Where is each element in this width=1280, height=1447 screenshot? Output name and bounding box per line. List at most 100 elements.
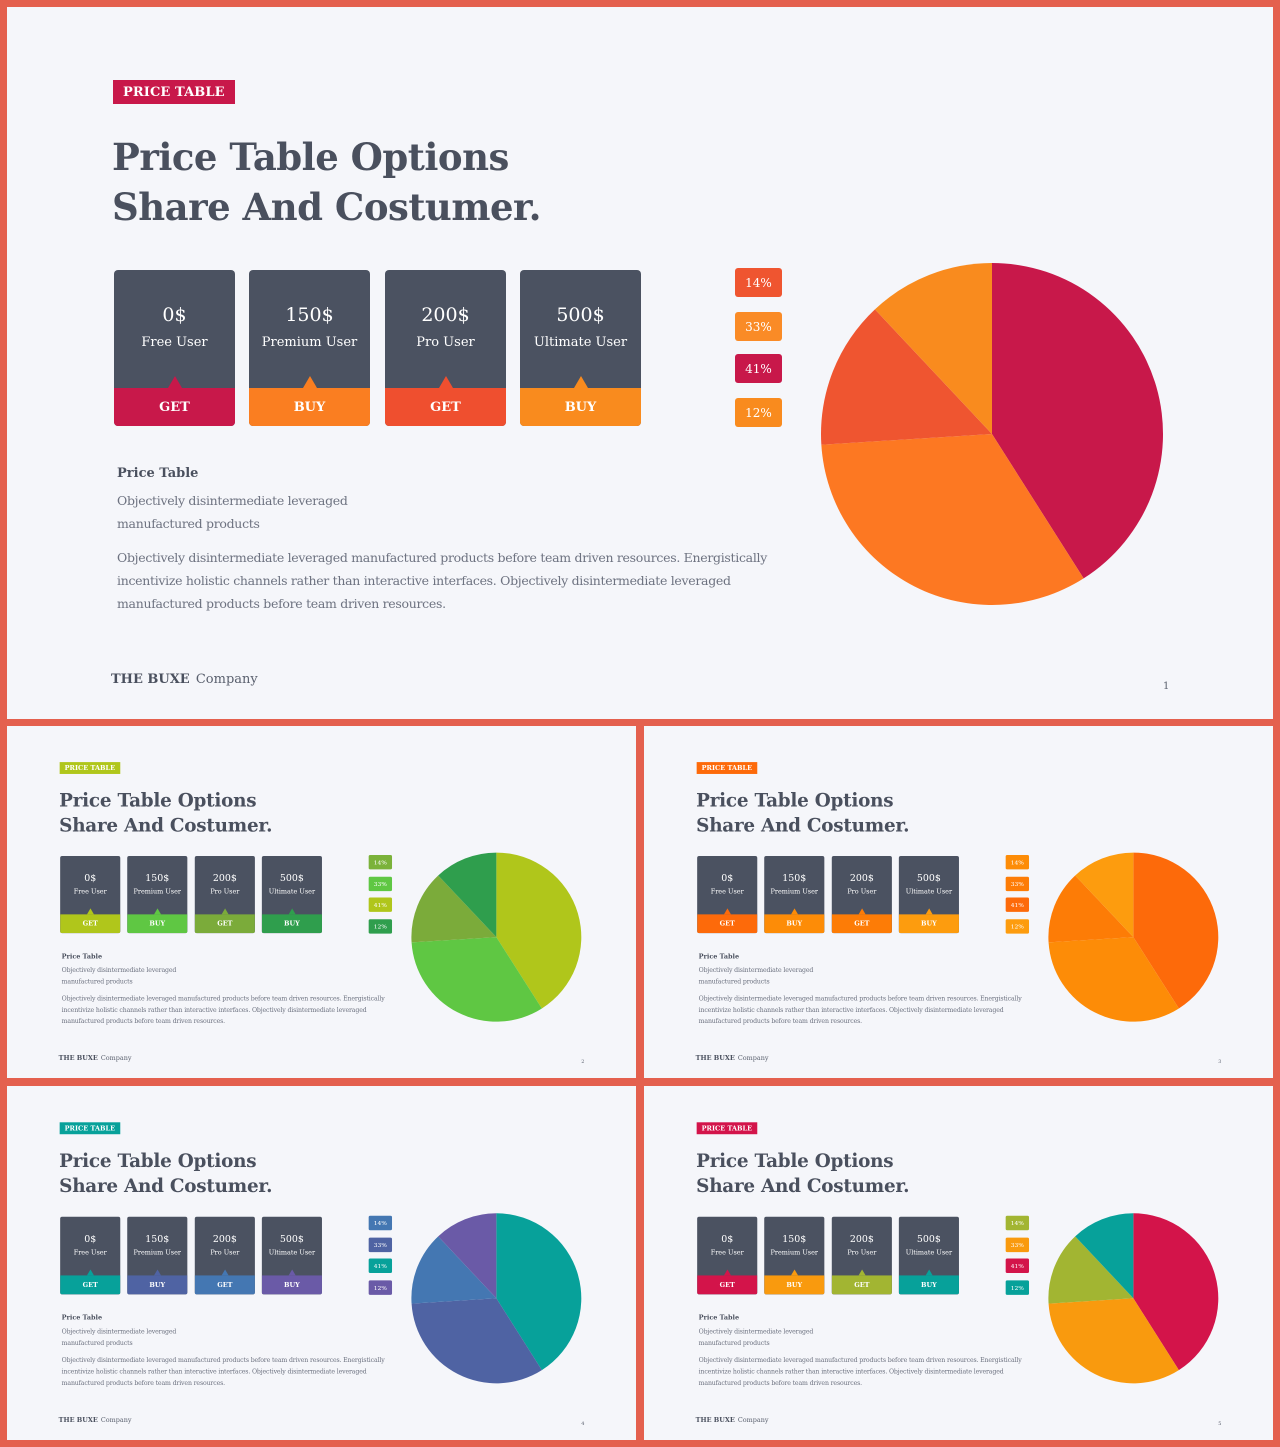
percent-badge: 41% <box>735 354 782 383</box>
pie-slice-3 <box>411 875 497 943</box>
get-button[interactable]: GET <box>60 1275 121 1295</box>
description-subtitle: Objectively disintermediate leveraged ma… <box>61 1327 177 1347</box>
buy-button[interactable]: BUY <box>764 914 825 934</box>
pie-slice-4 <box>438 1213 497 1299</box>
pie-slice-2 <box>1048 1298 1179 1384</box>
page-number: 2 <box>581 1059 585 1065</box>
title-line-2: Share And Costumer. <box>696 1174 910 1197</box>
pie-slice-2 <box>1048 937 1179 1022</box>
get-button[interactable]: GET <box>831 914 892 934</box>
get-button[interactable]: GET <box>385 388 506 426</box>
buy-button[interactable]: BUY <box>127 1275 188 1295</box>
description-body: Objectively disintermediate leveraged ma… <box>698 994 1022 1025</box>
page-number: 1 <box>1163 681 1170 692</box>
plan-name: Premium User <box>770 1249 819 1257</box>
get-button[interactable]: GET <box>194 1275 255 1295</box>
price-card-free-user[interactable]: 0$ Free User GET <box>697 1216 758 1295</box>
slide-2[interactable]: PRICE TABLE Price Table Options Share An… <box>7 726 636 1078</box>
description-body: Objectively disintermediate leveraged ma… <box>117 550 767 611</box>
slide-3[interactable]: PRICE TABLE Price Table Options Share An… <box>644 726 1273 1078</box>
percent-badge: 14% <box>1005 1215 1030 1231</box>
pie-slice-3 <box>1048 875 1134 943</box>
price-card-free-user[interactable]: 0$ Free User GET <box>60 856 121 934</box>
price-card-premium-user[interactable]: 150$ Premium User BUY <box>764 1216 825 1295</box>
notch-arrow-icon <box>86 908 94 915</box>
price-card-ultimate-user[interactable]: 500$ Ultimate User BUY <box>898 1216 959 1295</box>
percent-badge: 12% <box>735 398 782 427</box>
buy-button[interactable]: BUY <box>261 914 322 934</box>
plan-name: Premium User <box>133 888 182 896</box>
title-line-1: Price Table Options <box>696 1149 894 1172</box>
get-button[interactable]: GET <box>60 914 121 934</box>
slide-content: PRICE TABLE Price Table Options Share An… <box>7 726 636 1078</box>
price-card-pro-user[interactable]: 200$ Pro User GET <box>831 856 892 934</box>
get-button[interactable]: GET <box>697 914 758 934</box>
title-line-1: Price Table Options <box>112 135 509 179</box>
slide-title: Price Table Options Share And Costumer. <box>59 1148 272 1198</box>
price-card-premium-user[interactable]: 150$ Premium User BUY <box>127 856 188 934</box>
notch-arrow-icon <box>288 908 296 915</box>
buy-button[interactable]: BUY <box>898 914 959 934</box>
brand-suffix: Company <box>737 1054 769 1063</box>
footer-brand: THE BUXE Company <box>111 672 258 687</box>
pie-chart <box>1048 1213 1219 1384</box>
pie-slice-1 <box>496 1213 582 1371</box>
slide-4[interactable]: PRICE TABLE Price Table Options Share An… <box>7 1086 636 1440</box>
plan-name: Pro User <box>210 1249 240 1257</box>
get-button[interactable]: GET <box>831 1275 892 1295</box>
get-button[interactable]: GET <box>194 914 255 934</box>
pie-slice-4 <box>1075 1213 1134 1299</box>
notch-arrow-icon <box>925 908 933 915</box>
plan-name: Ultimate User <box>533 335 628 350</box>
price-card-ultimate-user[interactable]: 500$ Ultimate User BUY <box>261 856 322 934</box>
plan-price: 200$ <box>421 304 470 326</box>
buy-button[interactable]: BUY <box>249 388 370 426</box>
description-title: Price Table <box>61 952 103 961</box>
footer-brand: THE BUXE Company <box>59 1055 132 1062</box>
notch-arrow-icon <box>790 908 798 915</box>
slide-5[interactable]: PRICE TABLE Price Table Options Share An… <box>644 1086 1273 1440</box>
slide-1[interactable]: PRICE TABLE Price Table Options Share An… <box>7 7 1273 719</box>
buy-button[interactable]: BUY <box>127 914 188 934</box>
get-button[interactable]: GET <box>697 1275 758 1295</box>
buy-button[interactable]: BUY <box>520 388 641 426</box>
brand-name: THE BUXE <box>695 1054 735 1063</box>
percent-badge: 14% <box>735 268 782 297</box>
title-line-2: Share And Costumer. <box>59 814 273 836</box>
percent-badge: 33% <box>1005 876 1030 892</box>
slide-content: PRICE TABLE Price Table Options Share An… <box>7 1086 636 1440</box>
price-card-free-user[interactable]: 0$ Free User GET <box>60 1216 121 1295</box>
notch-arrow-icon <box>858 908 866 915</box>
notch-arrow-icon <box>167 376 182 388</box>
price-card-premium-user[interactable]: 150$ Premium User BUY <box>127 1216 188 1295</box>
plan-name: Free User <box>710 1249 744 1257</box>
price-card-ultimate-user[interactable]: 500$ Ultimate User BUY <box>520 270 641 426</box>
price-card-free-user[interactable]: 0$ Free User GET <box>697 856 758 934</box>
price-card-pro-user[interactable]: 200$ Pro User GET <box>194 856 255 934</box>
price-card-free-user[interactable]: 0$ Free User GET <box>114 270 235 426</box>
percent-badge: 14% <box>368 855 393 870</box>
percent-badge: 14% <box>368 1215 393 1231</box>
price-table-tag: PRICE TABLE <box>59 1122 121 1135</box>
footer-brand: THE BUXE Company <box>696 1417 769 1424</box>
price-card-pro-user[interactable]: 200$ Pro User GET <box>831 1216 892 1295</box>
notch-arrow-icon <box>790 1269 798 1276</box>
percent-badge: 33% <box>368 1237 393 1253</box>
price-card-ultimate-user[interactable]: 500$ Ultimate User BUY <box>261 1216 322 1295</box>
get-button[interactable]: GET <box>114 388 235 426</box>
price-card-premium-user[interactable]: 150$ Premium User BUY <box>249 270 370 426</box>
buy-button[interactable]: BUY <box>898 1275 959 1295</box>
price-card-pro-user[interactable]: 200$ Pro User GET <box>194 1216 255 1295</box>
price-card-premium-user[interactable]: 150$ Premium User BUY <box>764 856 825 934</box>
percent-badge: 41% <box>368 897 393 912</box>
notch-arrow-icon <box>221 1269 229 1276</box>
price-card-pro-user[interactable]: 200$ Pro User GET <box>385 270 506 426</box>
plan-price: 200$ <box>849 1233 874 1245</box>
plan-price: 200$ <box>212 1233 237 1245</box>
pie-chart <box>411 1213 582 1384</box>
plan-name: Ultimate User <box>905 888 953 896</box>
slide-title: Price Table Options Share And Costumer. <box>59 788 272 837</box>
buy-button[interactable]: BUY <box>764 1275 825 1295</box>
buy-button[interactable]: BUY <box>261 1275 322 1295</box>
price-card-ultimate-user[interactable]: 500$ Ultimate User BUY <box>898 856 959 934</box>
